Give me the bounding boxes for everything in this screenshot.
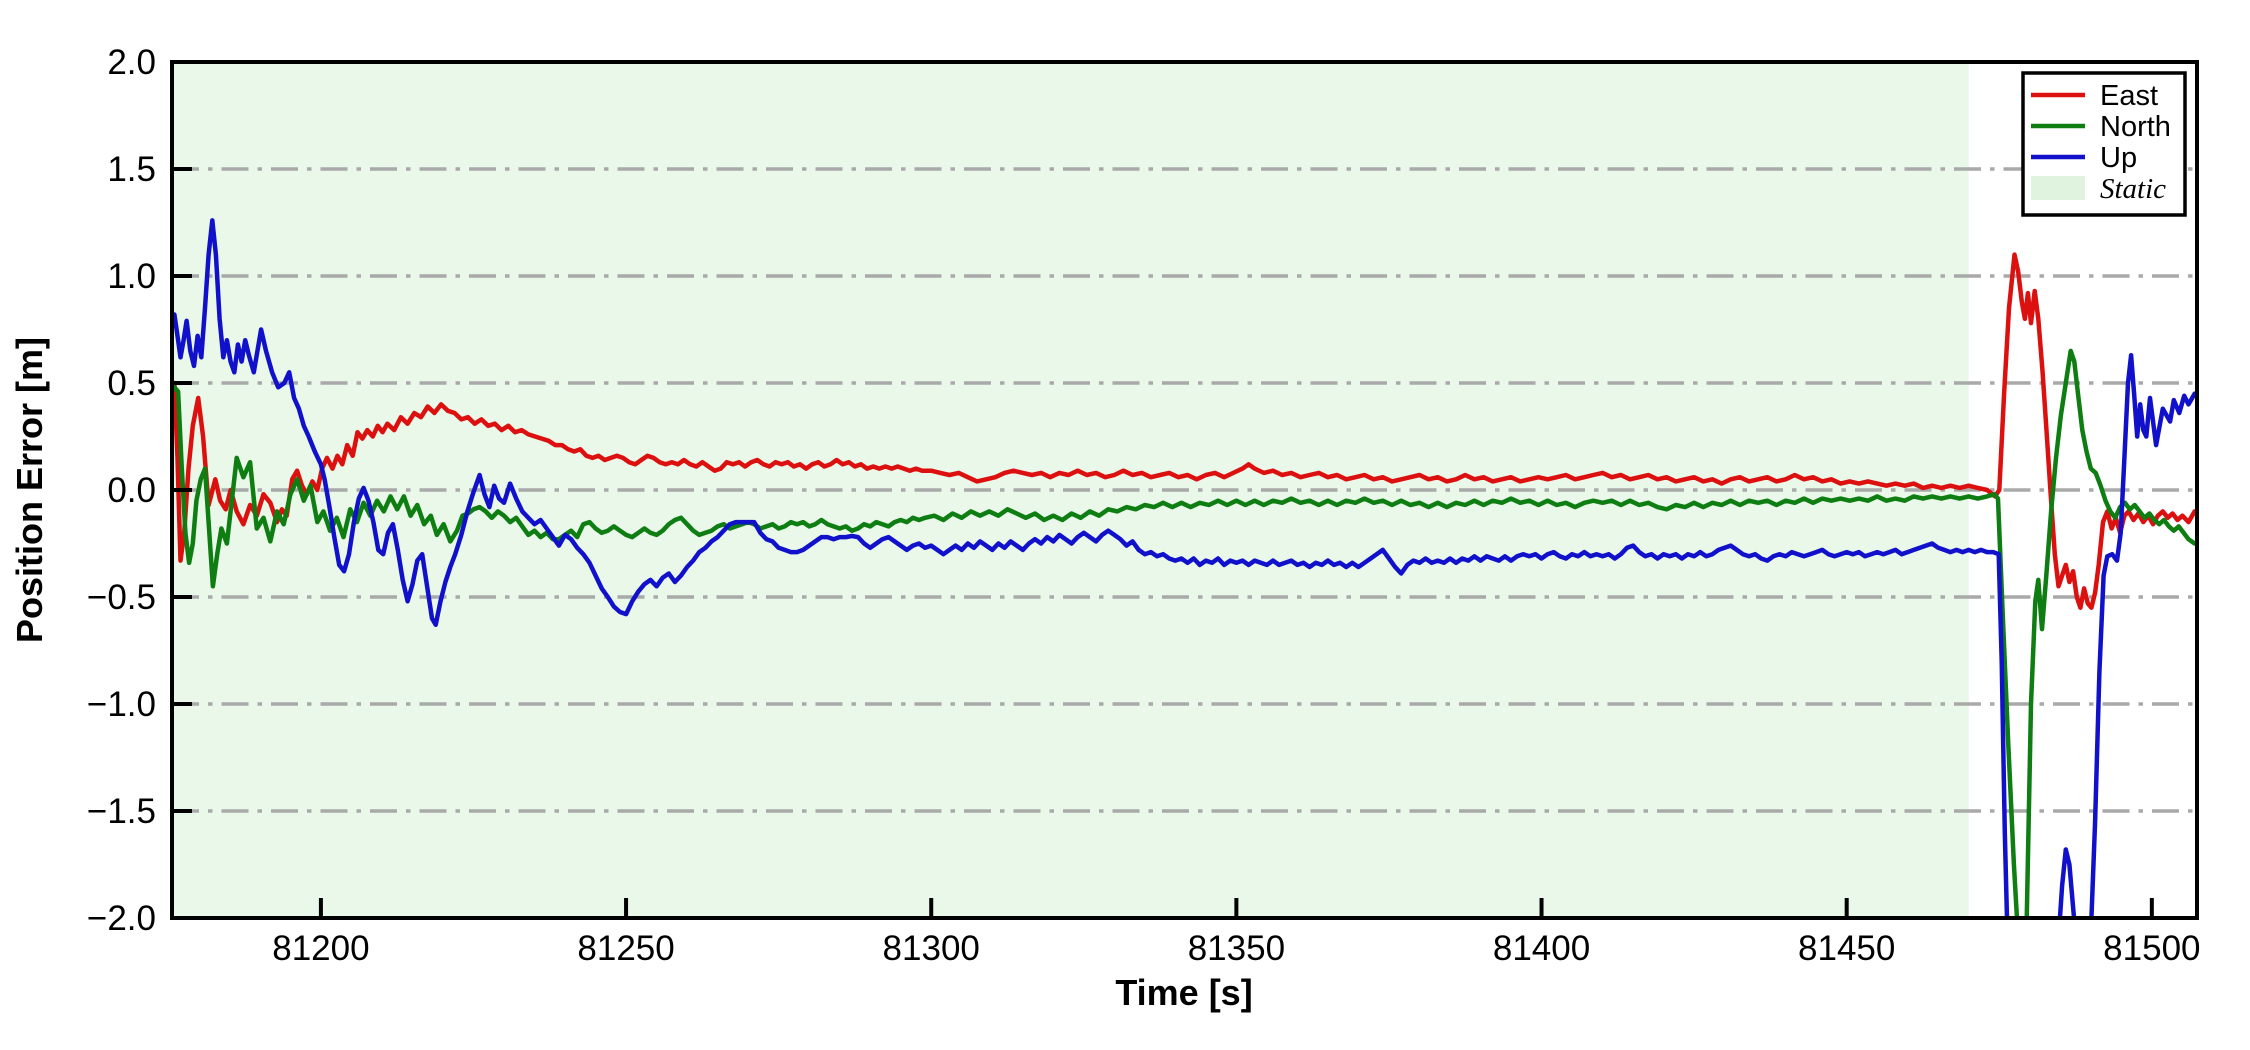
y-tick-label-0.5: 0.5: [107, 364, 156, 403]
x-tick-label-81400: 81400: [1493, 929, 1590, 968]
legend-swatch-static: [2031, 176, 2085, 200]
y-tick-label-2.0: 2.0: [107, 43, 156, 82]
y-tick-label-0.0: 0.0: [107, 471, 156, 510]
y-tick-label-−1.5: −1.5: [87, 792, 156, 831]
axis-tick-labels: 81200 81250 81300 81350 81400 81450 81500 2.0 1.…: [87, 43, 2201, 968]
x-tick-label-81450: 81450: [1798, 929, 1895, 968]
y-tick-label-1.0: 1.0: [107, 257, 156, 296]
y-tick-label-1.5: 1.5: [107, 150, 156, 189]
legend-label-east: East: [2100, 80, 2158, 112]
y-axis-title: Position Error [m]: [9, 337, 50, 643]
x-tick-label-81350: 81350: [1188, 929, 1285, 968]
x-tick-label-81500: 81500: [2103, 929, 2200, 968]
series-line-up: [172, 218, 2197, 918]
legend-label-up: Up: [2100, 142, 2137, 174]
legend-label-north: North: [2100, 111, 2171, 143]
x-tick-label-81200: 81200: [272, 929, 369, 968]
x-tick-label-81300: 81300: [883, 929, 980, 968]
series-line-east: [172, 252, 2197, 610]
x-axis-title: Time [s]: [1115, 972, 1252, 1013]
y-tick-label-−2.0: −2.0: [87, 899, 156, 938]
x-tick-label-81250: 81250: [577, 929, 674, 968]
series-line-north: [172, 348, 2197, 918]
y-tick-label-−1.0: −1.0: [87, 685, 156, 724]
legend-label-static: Static: [2100, 173, 2166, 205]
y-tick-label-−0.5: −0.5: [87, 578, 156, 617]
plot-border: [170, 60, 2199, 920]
data-series: [172, 218, 2197, 918]
